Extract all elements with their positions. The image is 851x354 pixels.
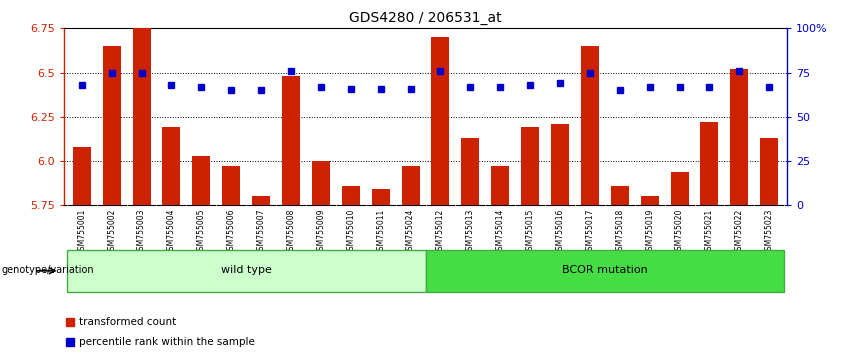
Text: GSM755015: GSM755015 bbox=[526, 209, 534, 255]
Text: GSM755011: GSM755011 bbox=[376, 209, 386, 255]
Text: GSM755020: GSM755020 bbox=[675, 209, 684, 255]
Bar bbox=[163, 127, 180, 205]
Text: GSM755013: GSM755013 bbox=[465, 209, 475, 255]
Text: GSM755021: GSM755021 bbox=[705, 209, 714, 255]
Bar bbox=[611, 186, 629, 205]
Text: GSM755009: GSM755009 bbox=[317, 209, 325, 255]
Bar bbox=[192, 156, 210, 205]
Text: GSM755016: GSM755016 bbox=[556, 209, 564, 255]
Bar bbox=[491, 166, 509, 205]
Text: GSM755006: GSM755006 bbox=[226, 209, 236, 255]
Bar bbox=[133, 28, 151, 205]
Text: GDS4280 / 206531_at: GDS4280 / 206531_at bbox=[349, 11, 502, 25]
Text: GSM755018: GSM755018 bbox=[615, 209, 625, 255]
Bar bbox=[342, 186, 360, 205]
Text: GSM755014: GSM755014 bbox=[496, 209, 505, 255]
Text: wild type: wild type bbox=[220, 265, 271, 275]
FancyBboxPatch shape bbox=[67, 250, 426, 292]
Bar bbox=[700, 122, 718, 205]
Text: GSM755002: GSM755002 bbox=[107, 209, 116, 255]
Text: GSM755012: GSM755012 bbox=[436, 209, 445, 255]
Text: percentile rank within the sample: percentile rank within the sample bbox=[78, 337, 254, 347]
Bar bbox=[521, 127, 539, 205]
Bar bbox=[671, 172, 688, 205]
Text: GSM755024: GSM755024 bbox=[406, 209, 415, 255]
Bar bbox=[581, 46, 599, 205]
Bar bbox=[402, 166, 420, 205]
Text: transformed count: transformed count bbox=[78, 317, 176, 327]
Bar bbox=[103, 46, 121, 205]
Text: GSM755019: GSM755019 bbox=[645, 209, 654, 255]
Bar bbox=[372, 189, 390, 205]
Text: GSM755022: GSM755022 bbox=[735, 209, 744, 255]
Text: GSM755001: GSM755001 bbox=[77, 209, 86, 255]
Bar bbox=[760, 138, 778, 205]
Bar bbox=[282, 76, 300, 205]
Bar bbox=[730, 69, 748, 205]
Text: GSM755005: GSM755005 bbox=[197, 209, 206, 255]
Bar bbox=[431, 37, 449, 205]
Bar bbox=[461, 138, 479, 205]
Text: GSM755010: GSM755010 bbox=[346, 209, 355, 255]
Bar bbox=[551, 124, 569, 205]
Bar bbox=[222, 166, 240, 205]
Bar bbox=[73, 147, 91, 205]
Text: GSM755003: GSM755003 bbox=[137, 209, 146, 255]
FancyBboxPatch shape bbox=[426, 250, 784, 292]
Text: GSM755023: GSM755023 bbox=[765, 209, 774, 255]
Text: GSM755004: GSM755004 bbox=[167, 209, 176, 255]
Bar bbox=[312, 161, 330, 205]
Text: GSM755008: GSM755008 bbox=[287, 209, 295, 255]
Bar bbox=[252, 196, 270, 205]
Text: BCOR mutation: BCOR mutation bbox=[562, 265, 648, 275]
Text: GSM755017: GSM755017 bbox=[585, 209, 594, 255]
Bar bbox=[641, 196, 659, 205]
Text: genotype/variation: genotype/variation bbox=[2, 265, 94, 275]
Text: GSM755007: GSM755007 bbox=[257, 209, 266, 255]
